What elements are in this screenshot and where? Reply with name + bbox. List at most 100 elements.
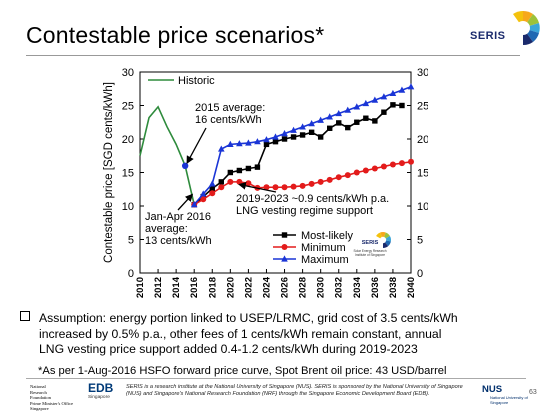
y-tick-label-left: 25 [122,101,134,113]
data-point-triangle [236,140,243,147]
data-point-circle [308,180,315,187]
edb-logo-sub: Singapore [88,395,110,400]
y-axis-label: Contestable price [SGD cents/kWh] [103,82,115,263]
data-point-circle [218,184,225,191]
data-point-triangle [208,180,216,187]
data-point-triangle [245,139,252,146]
page-number: 63 [529,389,537,396]
nrf-line-2: Research [30,389,47,395]
bullet-line-2: increased by 0.5% p.a., other fees of 1 … [39,326,442,341]
y-tick-label-left: 30 [122,67,134,79]
data-point-triangle [299,123,306,130]
data-point-circle [389,161,396,168]
data-point-triangle [389,89,397,97]
data-point-circle [326,176,333,183]
nus-logo-sub: National University of Singapore [490,395,528,405]
arrow-2015-average [186,127,207,164]
data-point-square [236,167,243,174]
data-point-triangle [344,106,352,113]
y-tick-label-left: 10 [122,201,134,213]
ann-janapr-3: 13 cents/kWh [145,235,212,247]
data-point-circle [317,178,324,185]
data-point-circle [227,178,234,185]
data-point-circle [362,167,369,174]
data-point-triangle [398,86,406,93]
x-tick-label: 2032 [334,277,345,298]
data-point-circle [236,178,243,185]
series-line [139,105,195,205]
data-point-square [254,164,261,170]
series-minimum [191,158,414,208]
x-tick-label: 2018 [207,277,218,298]
data-point-circle [299,182,306,189]
y-tick-label-right: 25 [417,101,428,113]
y-tick-label-right: 30 [417,67,428,79]
data-point-triangle [326,113,333,120]
y-tick-label-left: 0 [128,268,134,280]
data-point-triangle [190,201,198,208]
data-point-circle [200,196,207,203]
data-point-triangle [353,103,361,110]
ann-2015-1: 2015 average: [195,102,265,114]
data-point-2015-average [181,162,189,169]
data-point-circle [263,184,270,191]
seris-logo-icon [513,10,540,46]
data-point-triangle [371,96,379,103]
edb-logo: EDB [88,381,114,395]
x-tick-label: 2014 [171,276,182,298]
nrf-line-5: Singapore [30,406,49,412]
x-tick-label: 2026 [280,277,291,298]
data-point-triangle [308,119,315,127]
bullet-checkbox-icon [20,311,30,321]
x-tick-label: 2010 [135,277,146,298]
y-tick-label-right: 5 [417,235,423,247]
data-point-triangle [227,140,234,147]
arrow-lng-support [238,182,277,193]
data-point-square [299,132,306,138]
data-point-triangle [254,138,261,145]
x-tick-label: 2022 [243,277,254,298]
y-tick-label-left: 5 [128,235,134,247]
data-point-triangle [218,145,225,152]
data-point-circle [335,174,342,181]
data-point-square [399,102,405,109]
inset-logo-sub-2: Institute of Singapore [355,253,385,257]
data-point-square [218,179,224,185]
inset-logo-text: SERIS [362,240,379,246]
y-tick-label-left: 20 [122,134,134,146]
data-point-triangle [407,83,415,90]
x-tick-label: 2020 [225,277,236,298]
data-point-circle [380,163,387,170]
series-historic [139,105,195,205]
ann-janapr-1: Jan-Apr 2016 [145,211,211,223]
y-tick-label-right: 10 [417,201,428,213]
footer-divider [26,378,526,379]
bullet-line-1: Assumption: energy portion linked to USE… [39,311,458,325]
data-point-triangle [335,109,343,117]
x-tick-label: 2012 [153,277,164,298]
data-point-square [209,185,215,192]
ann-lng-1: 2019-2023 ~0.9 cents/kWh p.a. [236,193,389,205]
x-tick-label: 2028 [298,277,309,298]
data-point-square [381,109,387,115]
data-point-triangle [362,99,370,107]
nrf-logo: National Research Foundation Prime Minis… [30,384,76,412]
seris-logo-text: SERIS [470,30,506,42]
footnote: *As per 1-Aug-2016 HSFO forward price cu… [38,365,447,377]
x-tick-label: 2038 [388,277,399,298]
data-point-square [363,115,369,121]
x-tick-label: 2034 [352,276,363,298]
title-divider [26,55,520,56]
y-tick-label-left: 15 [122,168,134,180]
data-point-circle [353,169,360,176]
seris-inset-logo-icon [376,232,391,248]
data-point-triangle [380,93,388,100]
data-point-square [345,124,351,131]
data-point-circle [281,184,288,191]
legend-label: Most-likely [301,230,353,242]
data-point-circle [398,160,405,167]
data-point-square [290,134,297,140]
